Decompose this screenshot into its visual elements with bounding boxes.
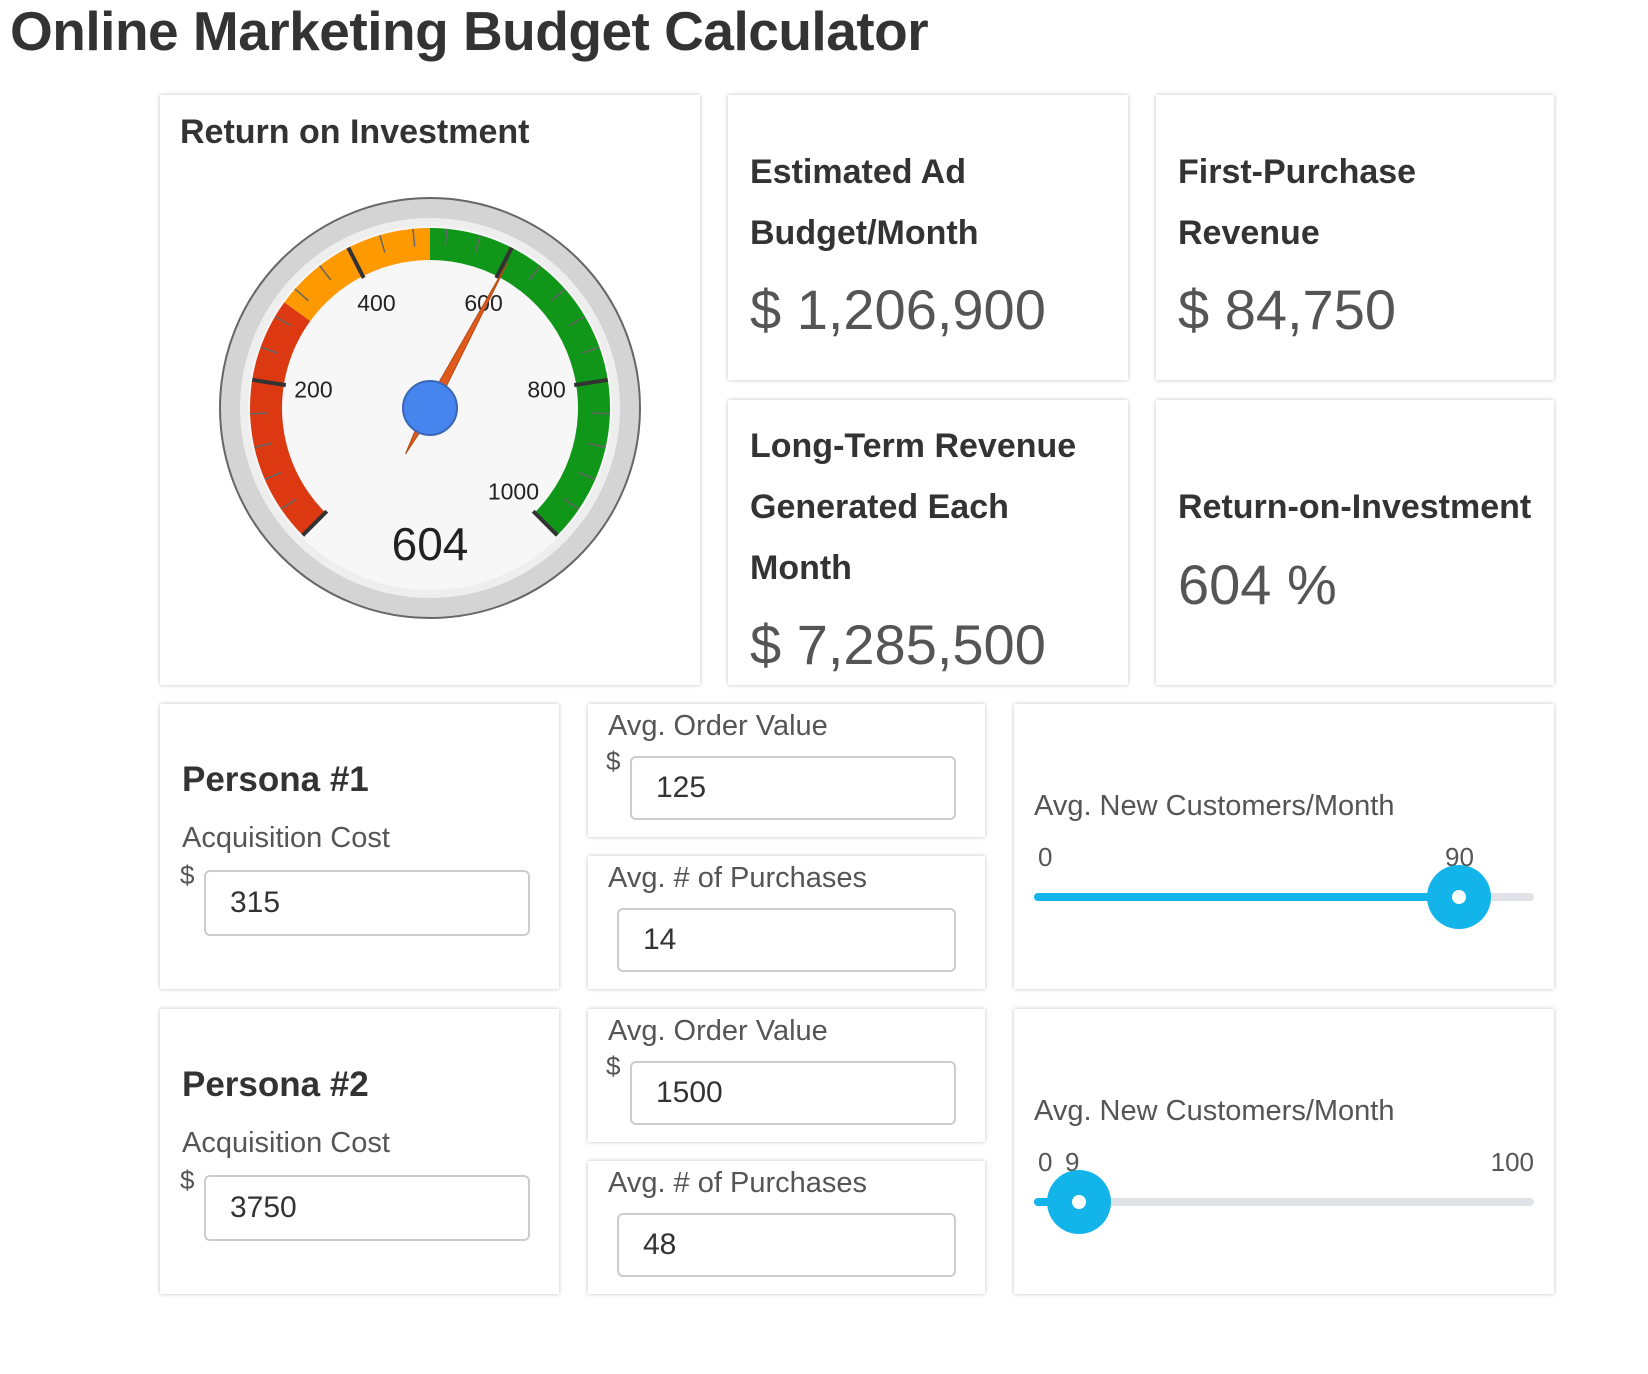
gauge-minor-tick: [528, 265, 541, 281]
first-purchase-title-line2: Revenue: [1178, 214, 1320, 252]
persona-1-slider-fill: [1034, 893, 1459, 901]
gauge-minor-tick: [412, 228, 416, 247]
persona-1-purchases-card: Avg. # of Purchases: [588, 856, 985, 989]
persona-1-slider-handle[interactable]: [1427, 865, 1491, 929]
persona-2-slider-card: Avg. New Customers/Month 0 9 100: [1014, 1009, 1554, 1294]
ad-budget-title-line2: Budget/Month: [750, 214, 979, 252]
roi-percent-title: Return-on-Investment: [1178, 488, 1532, 526]
gauge-band-2: [284, 228, 430, 322]
persona-2-purchases-card: Avg. # of Purchases: [588, 1161, 985, 1294]
persona-1-card: Persona #1 Acquisition Cost $: [160, 704, 559, 989]
gauge-minor-tick: [260, 346, 278, 354]
gauge-value-label: 604: [392, 518, 469, 570]
gauge-tick-label: 800: [527, 377, 565, 403]
persona-1-slider-card: Avg. New Customers/Month 0 90: [1014, 704, 1554, 989]
persona-2-slider-track[interactable]: [1034, 1198, 1534, 1206]
first-purchase-card: First-Purchase Revenue $ 84,750: [1156, 95, 1554, 380]
ad-budget-card: Estimated Ad Budget/Month $ 1,206,900: [728, 95, 1128, 380]
gauge-tick-label: 400: [357, 290, 395, 316]
gauge-major-tick: [301, 509, 329, 537]
roi-percent-card: Return-on-Investment 604 %: [1156, 400, 1554, 685]
gauge-minor-tick: [591, 412, 610, 415]
first-purchase-title-line1: First-Purchase: [1178, 153, 1417, 191]
gauge-major-tick: [573, 377, 609, 388]
gauge-major-tick: [531, 509, 559, 537]
persona-2-slider-label: Avg. New Customers/Month: [1034, 1095, 1395, 1127]
ad-budget-title-line1: Estimated Ad: [750, 153, 967, 191]
persona-1-order-value-card: Avg. Order Value $: [588, 704, 985, 837]
persona-2-acquisition-currency: $: [180, 1165, 195, 1195]
page-title: Online Marketing Budget Calculator: [10, 0, 929, 62]
gauge-major-tick: [494, 246, 514, 279]
gauge-minor-tick: [280, 498, 297, 510]
roi-gauge-card: Return on Investment 200 400 600 800 1000 60…: [160, 95, 700, 685]
gauge-minor-tick: [563, 498, 580, 510]
gauge-hub: [402, 380, 458, 436]
persona-1-purchases-input[interactable]: [617, 908, 956, 972]
persona-2-purchases-input[interactable]: [617, 1213, 956, 1277]
gauge-minor-tick: [578, 471, 596, 481]
persona-2-slider-max: 100: [1490, 1147, 1534, 1177]
persona-2-order-value-input[interactable]: [630, 1061, 956, 1125]
persona-1-title: Persona #1: [182, 760, 369, 799]
gauge-minor-tick: [474, 234, 481, 253]
long-term-revenue-card: Long-Term Revenue Generated Each Month $…: [728, 400, 1128, 685]
persona-2-slider-value: 9: [1065, 1147, 1080, 1177]
persona-2-aov-label: Avg. Order Value: [608, 1015, 828, 1047]
gauge-minor-tick: [582, 346, 600, 354]
persona-2-card: Persona #2 Acquisition Cost $: [160, 1009, 559, 1294]
persona-1-purchases-label: Avg. # of Purchases: [608, 862, 868, 894]
gauge-card-title: Return on Investment: [180, 113, 530, 151]
persona-2-acquisition-cost-input[interactable]: [204, 1175, 530, 1241]
gauge-minor-tick: [264, 471, 282, 481]
persona-1-acquisition-cost-input[interactable]: [204, 870, 530, 936]
first-purchase-value: $ 84,750: [1178, 278, 1396, 341]
gauge-minor-tick: [274, 315, 291, 327]
persona-2-slider-min: 0: [1038, 1147, 1053, 1177]
ad-budget-value: $ 1,206,900: [750, 278, 1046, 341]
long-term-title-line2: Generated Each: [750, 488, 1009, 526]
long-term-title-line3: Month: [750, 549, 852, 587]
gauge-minor-tick: [250, 412, 269, 415]
gauge-major-tick: [346, 246, 366, 279]
persona-1-aov-currency: $: [606, 746, 621, 776]
persona-1-slider-min: 0: [1038, 842, 1053, 872]
gauge-major-tick: [251, 377, 287, 388]
persona-2-order-value-card: Avg. Order Value $: [588, 1009, 985, 1142]
long-term-title-line1: Long-Term Revenue: [750, 427, 1077, 465]
gauge-tick-label: 200: [294, 377, 332, 403]
gauge-tick-label: 1000: [488, 478, 539, 504]
long-term-value: $ 7,285,500: [750, 613, 1046, 676]
persona-1-acquisition-currency: $: [180, 860, 195, 890]
persona-2-slider-handle[interactable]: [1047, 1170, 1111, 1234]
persona-1-aov-label: Avg. Order Value: [608, 710, 828, 742]
gauge-minor-tick: [551, 288, 566, 302]
gauge-band-3: [430, 228, 610, 536]
persona-2-title: Persona #2: [182, 1065, 369, 1104]
persona-2-purchases-label: Avg. # of Purchases: [608, 1167, 868, 1199]
gauge-minor-tick: [294, 288, 309, 302]
gauge-minor-tick: [569, 315, 586, 327]
roi-percent-value: 604 %: [1178, 553, 1337, 616]
persona-2-acquisition-label: Acquisition Cost: [182, 1127, 390, 1159]
gauge-minor-tick: [444, 228, 448, 247]
gauge-minor-tick: [587, 442, 606, 448]
gauge-minor-tick: [379, 234, 386, 253]
persona-1-acquisition-label: Acquisition Cost: [182, 822, 390, 854]
gauge-minor-tick: [319, 265, 332, 281]
persona-1-order-value-input[interactable]: [630, 756, 956, 820]
gauge-minor-tick: [254, 442, 273, 448]
persona-1-slider-label: Avg. New Customers/Month: [1034, 790, 1395, 822]
persona-2-aov-currency: $: [606, 1051, 621, 1081]
